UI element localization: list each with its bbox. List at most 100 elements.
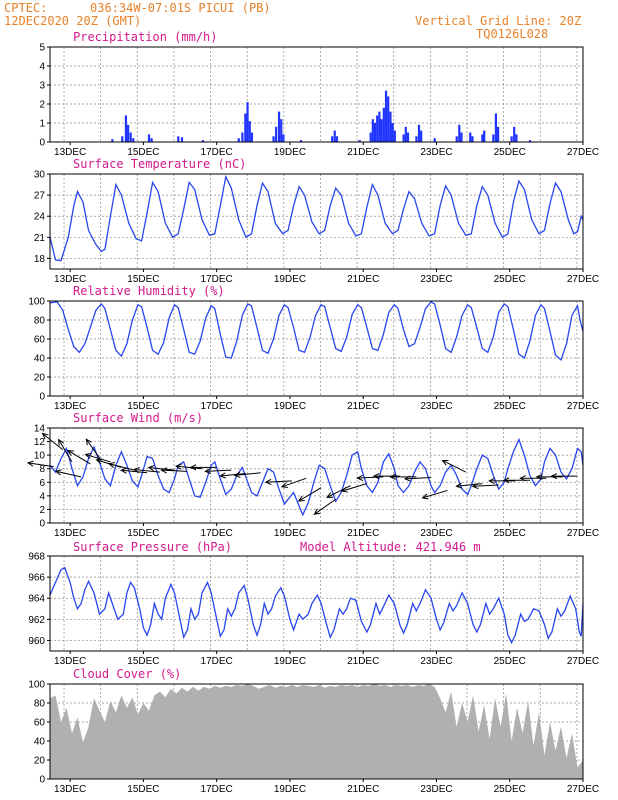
- wind-vector: [233, 471, 261, 478]
- header-location: 036:34W-07:01S PICUI (PB): [90, 1, 271, 15]
- y-tick-label: 962: [28, 615, 45, 626]
- wind-vector: [58, 438, 73, 463]
- precip-bar: [277, 111, 281, 142]
- panel-title: Surface Wind (m/s): [73, 411, 203, 425]
- y-tick-label: 0: [39, 775, 45, 786]
- x-tick-label: 13DEC: [54, 274, 86, 285]
- wind-vector-shaft: [314, 498, 337, 515]
- wind-vector: [41, 432, 64, 451]
- x-tick-label: 25DEC: [494, 528, 526, 539]
- wind-vector-head: [218, 472, 226, 479]
- x-tick-label: 21DEC: [347, 401, 379, 412]
- y-tick-label: 24: [34, 212, 46, 223]
- panel-3: Relative Humidity (%) 0 20 40 60 80 100 13DEC 15…: [28, 284, 599, 412]
- y-tick-label: 0: [39, 519, 45, 530]
- y-tick-label: 6: [39, 478, 45, 489]
- wind-vector: [471, 482, 499, 490]
- precip-bar: [124, 115, 128, 142]
- x-tick-label: 23DEC: [420, 528, 452, 539]
- wind-vector-head: [535, 473, 543, 480]
- x-tick-label: 19DEC: [274, 784, 306, 795]
- x-tick-label: 17DEC: [201, 656, 233, 667]
- wind-vector-head: [372, 473, 380, 480]
- x-tick-label: 23DEC: [420, 656, 452, 667]
- wind-vector-head: [340, 486, 348, 493]
- wind-vector: [403, 475, 432, 482]
- precip-bar: [384, 90, 388, 142]
- x-tick-label: 17DEC: [201, 401, 233, 412]
- precip-bar: [469, 132, 472, 142]
- panel-title: Cloud Cover (%): [73, 667, 181, 681]
- wind-vector: [26, 460, 54, 468]
- wind-vector-head: [356, 474, 364, 481]
- wind-vector-head: [160, 467, 168, 474]
- wind-vector-head: [189, 464, 197, 471]
- wind-vector-shaft: [456, 483, 483, 487]
- wind-vector-head: [455, 482, 463, 489]
- wind-vector: [280, 477, 307, 488]
- wind-vector-head: [421, 493, 429, 500]
- y-tick-label: 4: [39, 491, 45, 502]
- precip-bar: [248, 121, 251, 142]
- precip-bar: [335, 136, 339, 142]
- wind-vector-head: [85, 438, 92, 446]
- x-tick-label: 19DEC: [274, 656, 306, 667]
- x-tick-label: 23DEC: [420, 274, 452, 285]
- y-tick-label: 5: [39, 43, 45, 54]
- panel-4: Surface Wind (m/s) 0 2 4 6 8 10 12 14 13DEC 15DEC 1…: [26, 411, 599, 539]
- precip-bar: [404, 126, 407, 142]
- wind-vector-shaft: [27, 462, 54, 468]
- wind-vector-head: [280, 482, 288, 488]
- wind-vector: [85, 438, 102, 461]
- x-tick-label: 23DEC: [420, 401, 452, 412]
- wind-vector-head: [41, 432, 49, 440]
- y-tick-label: 960: [28, 636, 45, 647]
- precip-bar: [393, 130, 396, 142]
- precip-bar: [483, 130, 486, 142]
- y-tick-label: 60: [34, 718, 46, 729]
- panel-title: Precipitation (mm/h): [73, 30, 218, 44]
- y-tick-label: 18: [34, 254, 46, 265]
- wind-vector: [297, 487, 322, 502]
- wind-vector-shaft: [298, 487, 322, 502]
- series-line: [49, 174, 584, 262]
- y-tick-label: 8: [39, 464, 45, 475]
- wind-vector: [519, 475, 547, 482]
- wind-vector-shaft: [108, 463, 135, 471]
- panel-title: Surface Temperature (nC): [73, 157, 246, 171]
- wind-vector: [107, 462, 135, 471]
- wind-vector-head: [471, 482, 479, 490]
- precip-bar: [177, 136, 180, 142]
- x-tick-label: 27DEC: [567, 656, 599, 667]
- panel-6: Cloud Cover (%) 0 20 40 60 80 100 13DEC 15DEC 17D…: [28, 667, 599, 795]
- precip-bar: [382, 107, 385, 142]
- precip-bar: [515, 134, 518, 142]
- precip-bar: [389, 111, 392, 142]
- precip-bar: [282, 134, 285, 142]
- wind-vector-head: [54, 469, 62, 476]
- y-tick-label: 60: [34, 335, 46, 346]
- wind-vector-head: [204, 468, 212, 475]
- wind-vector-head: [264, 478, 272, 486]
- wind-vector-shaft: [176, 465, 203, 470]
- y-tick-label: 1: [39, 119, 45, 130]
- header-run-time: 12DEC2020 20Z (GMT): [4, 14, 141, 28]
- x-tick-label: 19DEC: [274, 147, 306, 158]
- precip-bar: [497, 126, 500, 142]
- x-tick-label: 15DEC: [127, 528, 159, 539]
- precip-bar: [358, 140, 361, 142]
- wind-vector: [204, 468, 232, 475]
- wind-vector: [132, 466, 160, 474]
- wind-vector: [421, 489, 448, 500]
- y-tick-label: 12: [34, 437, 46, 448]
- wind-vector: [441, 459, 467, 473]
- panel-2: Surface Temperature (nC) 18 21 24 27 30 13DEC 1…: [34, 157, 599, 285]
- x-tick-label: 21DEC: [347, 784, 379, 795]
- y-tick-label: 20: [34, 756, 46, 767]
- wind-vector: [535, 473, 563, 480]
- wind-vector: [313, 498, 337, 515]
- wind-vector-shaft: [281, 477, 307, 488]
- series-line: [49, 301, 584, 362]
- panel-frame: [49, 427, 584, 524]
